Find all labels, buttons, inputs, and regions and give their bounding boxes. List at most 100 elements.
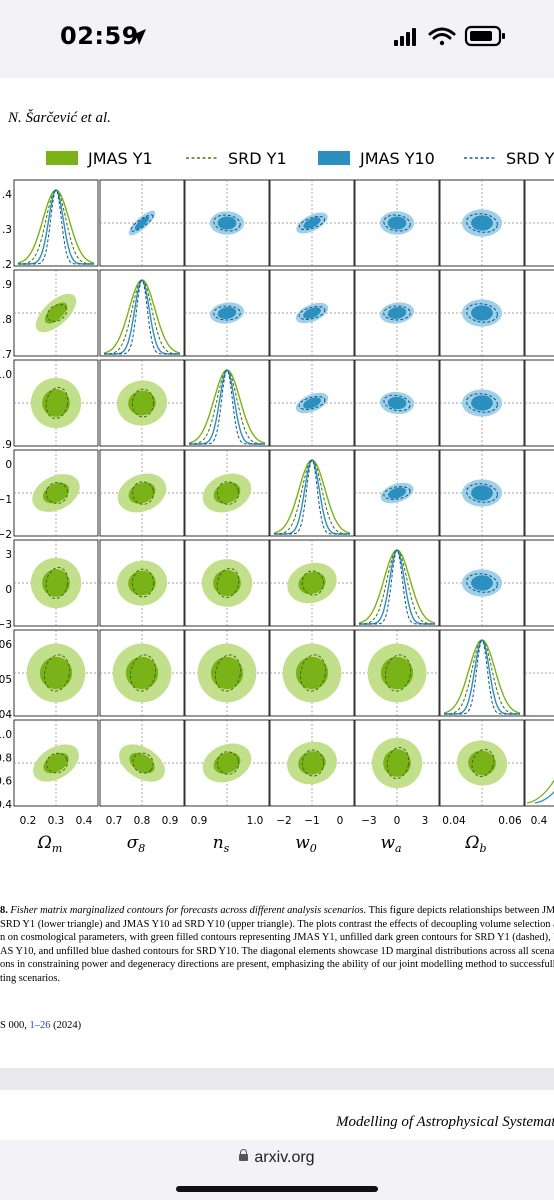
jmas-y1-1sigma	[298, 571, 326, 595]
footer-page-link[interactable]: 1–26	[29, 1020, 51, 1031]
param-label: σ8	[127, 833, 146, 855]
param-subscript: m	[52, 842, 62, 855]
jmas-y10-1sigma	[303, 307, 321, 319]
srd-y10-contour	[213, 214, 241, 232]
panel-r4-c1	[99, 539, 185, 627]
panel-r1-c5	[439, 269, 525, 357]
row-tick-label: −2	[0, 529, 12, 541]
row-tick-label: .2	[2, 259, 12, 271]
panel-r5-c6	[524, 629, 554, 717]
panel-r3-c0	[13, 449, 99, 537]
panel-r6-c1	[99, 719, 185, 807]
panel-r6-c5	[439, 719, 525, 807]
panel-r1-c1	[99, 269, 185, 357]
caption-line-5: ons in constraining power and degeneracy…	[0, 959, 554, 971]
panel-r1-c3	[269, 269, 355, 357]
param-label: Ωm	[37, 833, 63, 855]
srd-y1-contour	[216, 567, 240, 599]
jmas-y1-1sigma	[128, 570, 156, 596]
col-tick-label: 0	[394, 815, 401, 827]
col-tick-label: 0.4	[76, 815, 93, 827]
col-tick-label: 0.9	[162, 815, 179, 827]
jmas-y1-1sigma	[213, 752, 241, 774]
clock-time: 02:59	[60, 22, 139, 50]
panel-frame	[13, 179, 99, 267]
srd-y10-marginal	[359, 549, 435, 625]
battery-icon	[464, 25, 505, 47]
jmas-y10-1sigma	[471, 485, 493, 501]
row-tick-label: .3	[2, 224, 12, 236]
srd-y1-contour	[386, 747, 410, 779]
jmas-y1-1sigma	[213, 569, 241, 597]
col-tick-label: 3	[422, 815, 429, 827]
srd-y1-contour	[471, 748, 495, 778]
caption-line-1: This figure depicts relationships betwee…	[366, 905, 554, 916]
legend-swatch	[318, 151, 350, 165]
jmas-y10-1sigma	[303, 397, 321, 409]
col-tick-label: 1.0	[247, 815, 264, 827]
srd-y1-contour	[45, 387, 69, 419]
panel-r3-c6	[524, 449, 554, 537]
panel-r4-c6	[524, 539, 554, 627]
srd-y1-contour	[131, 481, 155, 505]
row-tick-label: 1.0	[0, 729, 12, 741]
row-tick-label: 0.4	[0, 799, 12, 811]
srd-y10-contour	[466, 483, 498, 503]
jmas-y1-1sigma	[42, 569, 70, 597]
col-tick-label: 0.8	[134, 815, 151, 827]
srd-y1-contour	[301, 749, 325, 777]
col-tick-label: 0.7	[106, 815, 123, 827]
srd-y1-contour	[45, 482, 69, 504]
footer-year: (2024)	[50, 1020, 82, 1031]
param-subscript: 8	[138, 842, 145, 855]
panel-frame	[269, 449, 355, 537]
url-display[interactable]: arxiv.org	[0, 1149, 554, 1167]
panel-r5-c1	[99, 629, 185, 717]
panel-r5-c0	[13, 629, 99, 717]
row-tick-label: 0	[5, 459, 12, 471]
srd-y1-contour	[45, 567, 69, 599]
row-tick-label: 1.0	[0, 369, 12, 381]
panel-r5-c3	[269, 629, 355, 717]
col-tick-label: 0.9	[191, 815, 208, 827]
srd-y1-contour	[384, 654, 412, 692]
param-subscript: b	[480, 842, 487, 855]
panel-r0-c1	[99, 179, 185, 267]
figure-legend: JMAS Y1 SRD Y1 JMAS Y10 SRD Y	[46, 149, 554, 168]
row-tick-label: 0.6	[0, 776, 12, 788]
row-tick-label: 0	[5, 584, 12, 596]
jmas-y1-1sigma	[380, 656, 414, 690]
panel-r4-c5	[439, 539, 525, 627]
col-tick-label: 0.06	[498, 815, 522, 827]
jmas-y1-1sigma	[383, 749, 411, 777]
panel-r1-c6	[524, 269, 554, 357]
srd-y10-contour	[383, 394, 411, 412]
srd-y1-contour	[43, 654, 71, 692]
panel-r3-c4	[354, 449, 440, 537]
jmas-y1-1sigma	[39, 656, 73, 690]
jmas-y1-1sigma	[42, 482, 70, 504]
caption-fig-number: 8.	[0, 905, 8, 916]
srd-y1-contour	[216, 481, 240, 505]
panel-r2-c4	[354, 359, 440, 447]
legend-label: JMAS Y10	[359, 149, 435, 168]
param-label: w0	[295, 833, 317, 855]
srd-y1-contour	[129, 654, 157, 692]
running-header: N. Šarčević et al.	[8, 110, 111, 126]
jmas-y10-1sigma	[303, 217, 321, 229]
panel-r0-c3	[269, 179, 355, 267]
jmas-y1-1sigma	[128, 390, 156, 416]
jmas-y10-1sigma	[134, 216, 150, 230]
col-tick-label: 0.04	[442, 815, 466, 827]
srd-y10-marginal	[18, 189, 94, 265]
panel-frame	[99, 269, 185, 357]
jmas-y10-1sigma	[471, 215, 493, 231]
next-page-header: Modelling of Astrophysical Systemat	[336, 1114, 554, 1130]
jmas-y10-1sigma	[471, 305, 493, 321]
panel-r6-c0	[13, 719, 99, 807]
status-icons	[394, 25, 505, 47]
axis-labels: .4 .3 .2 .9 .8 .7 1.0 .9 0 −1 −2 3 0 −3 .06 .05 .04 1.0 0.…	[0, 189, 548, 855]
srd-y10-marginal	[189, 369, 265, 445]
row-tick-label: .7	[2, 349, 12, 361]
panel-r2-c3	[269, 359, 355, 447]
